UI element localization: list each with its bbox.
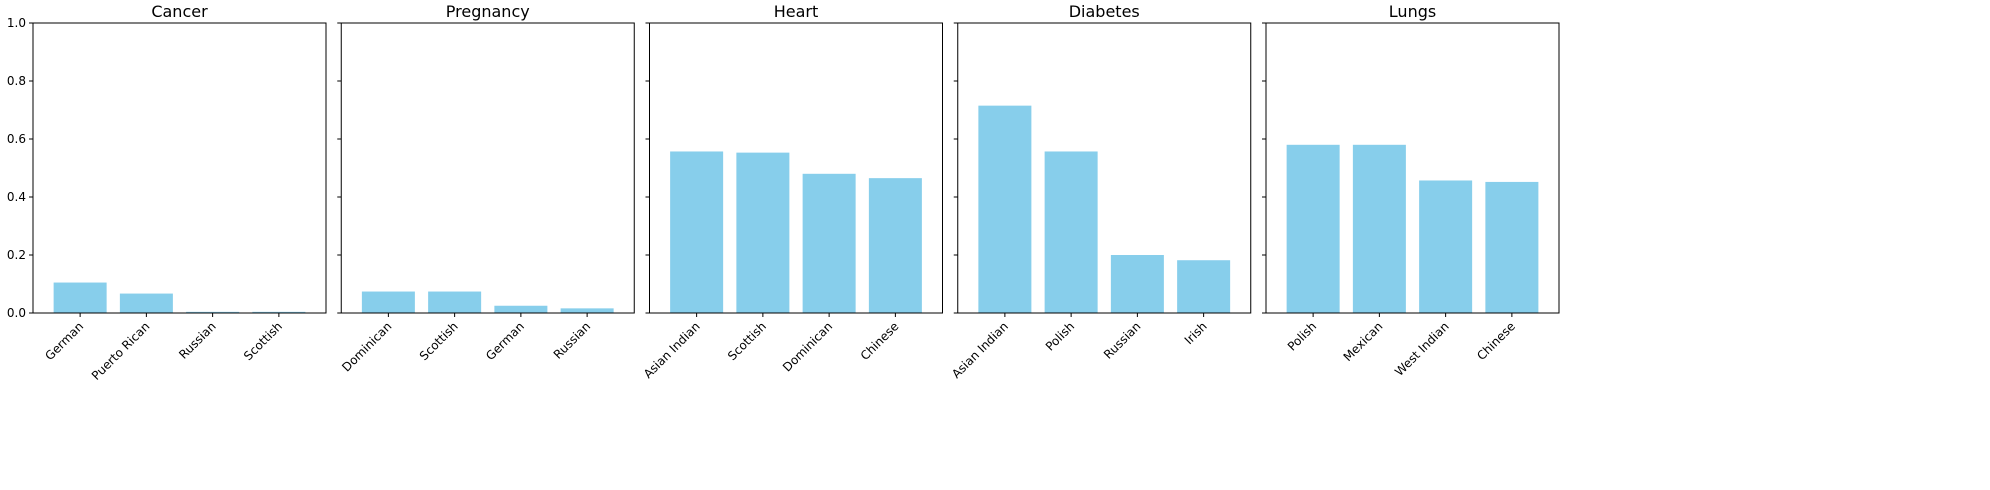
bar [802, 173, 856, 313]
x-tick-label: Scottish [241, 319, 285, 363]
bar [186, 311, 240, 313]
subplot-cancer: German Puerto Rican Russian Scottish 0.0 0.2 0… [7, 2, 327, 383]
subplot-heart: Asian Indian Scottish Dominican Chinese Hear… [641, 2, 943, 381]
y-tick-label: 0.0 [7, 306, 26, 320]
bar [119, 293, 173, 313]
y-tick-label: 0.2 [7, 248, 26, 262]
x-tick-label: Dominican [339, 319, 394, 374]
x-tick-label: Polish [1043, 319, 1077, 353]
axes-frame [340, 22, 635, 314]
subplot-diabetes: Asian Indian Polish Russian Irish Diabetes [949, 2, 1252, 381]
bar [1352, 144, 1406, 313]
x-tick-label: Mexican [1341, 319, 1386, 364]
x-tick-label: Chinese [858, 319, 902, 363]
x-tick-label: Polish [1285, 319, 1319, 353]
y-tick-label: 0.4 [7, 190, 26, 204]
bar [53, 282, 107, 313]
bar [1286, 144, 1340, 313]
bar [736, 152, 790, 313]
bar [1485, 181, 1539, 313]
bar [560, 308, 614, 313]
x-tick-label: German [483, 319, 527, 363]
axes-frame [32, 22, 327, 314]
bar [494, 305, 548, 313]
subplot-title: Pregnancy [446, 2, 530, 21]
bar [670, 151, 724, 313]
x-tick-label: Scottish [725, 319, 769, 363]
subplot-title: Cancer [151, 2, 208, 21]
x-tick-label: Chinese [1474, 319, 1518, 363]
x-tick-label: Irish [1182, 319, 1210, 347]
x-tick-label: Russian [551, 319, 594, 362]
bar [252, 311, 306, 313]
bar [1177, 260, 1231, 313]
subplot-title: Lungs [1389, 2, 1436, 21]
subplot-title: Heart [774, 2, 819, 21]
bar [361, 291, 415, 313]
x-tick-label: Russian [176, 319, 219, 362]
bar [1044, 151, 1098, 313]
axes-frame [1265, 22, 1560, 314]
x-tick-label: Dominican [780, 319, 835, 374]
x-tick-label: Scottish [417, 319, 461, 363]
x-tick-label: Puerto Rican [89, 319, 153, 383]
subplot-title: Diabetes [1069, 2, 1140, 21]
y-tick-label: 1.0 [7, 16, 26, 30]
bar [428, 291, 482, 313]
subplot-lungs: Polish Mexican West Indian Chinese Lungs [1262, 2, 1560, 379]
x-tick-label: West Indian [1392, 319, 1452, 379]
y-tick-label: 0.8 [7, 74, 26, 88]
x-tick-label: Russian [1101, 319, 1144, 362]
axes-frame [649, 22, 943, 314]
bar [1110, 255, 1164, 313]
x-tick-label: Asian Indian [949, 319, 1011, 381]
x-tick-label: German [42, 319, 86, 363]
bar [978, 105, 1032, 314]
subplot-pregnancy: Dominican Scottish German Russian Pregnancy [337, 2, 635, 374]
x-tick-label: Asian Indian [641, 319, 703, 381]
bar [1419, 180, 1473, 313]
y-tick-label: 0.6 [7, 132, 26, 146]
bar [868, 178, 922, 313]
axes-frame [957, 22, 1252, 314]
